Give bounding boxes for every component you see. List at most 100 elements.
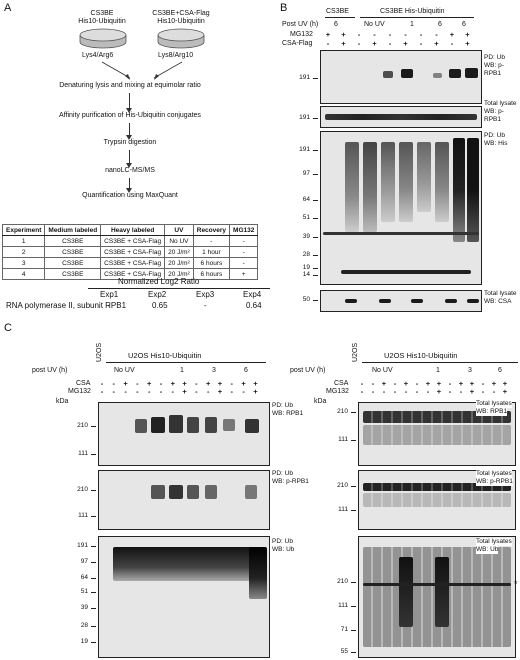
sign-plus: + (146, 379, 152, 388)
cell: CS3BE (44, 246, 102, 258)
c-left-uv-6: 6 (244, 367, 248, 374)
sign-minus: - (136, 379, 139, 388)
c-left-mg132: MG132 (68, 388, 91, 395)
sign-minus: - (448, 387, 452, 396)
b-blot2-title-1: Total lysate (484, 100, 517, 107)
ratio-col-exp3: Exp3 (196, 290, 215, 299)
sign-minus: - (230, 379, 234, 388)
c-left-blot3-title-2: WB: Ub (272, 546, 295, 553)
c-right-mw-55: 55 (322, 648, 356, 655)
b-row-mg132: MG132 (290, 31, 313, 38)
c-left-mw-111-a: 111 (62, 450, 96, 457)
step-lcms: nanoLC-MS/MS (105, 167, 155, 174)
sign-plus: + (465, 39, 470, 48)
c-left-blot1-title-1: PD: Ub (272, 402, 293, 409)
table-row: 2 CS3BE CS3BE + CSA-Flag 20 J/m² 1 hour … (1, 246, 259, 258)
b-blot1-title-1: PD: Ub (484, 54, 505, 61)
sign-minus: - (404, 30, 407, 39)
b-blot-pd-his (320, 131, 482, 285)
sign-plus: + (465, 30, 470, 39)
sign-minus: - (100, 379, 104, 388)
b-mw-39: 39 (284, 233, 318, 240)
th-mg132: MG132 (229, 224, 259, 236)
sign-plus: + (403, 379, 409, 388)
sign-minus: - (124, 387, 127, 396)
sign-plus: + (449, 30, 455, 39)
cell: - (229, 235, 259, 247)
sign-minus: - (371, 379, 375, 388)
c-right-uv-3: 3 (468, 367, 472, 374)
c-left-mw-97: 97 (62, 558, 96, 565)
c-left-kda: kDa (56, 398, 69, 405)
b-uv-0: 6 (334, 21, 338, 28)
c-right-uv-6: 6 (498, 367, 502, 374)
b-mw-51: 51 (284, 214, 318, 221)
cell: CS3BE + CSA-Flag (100, 235, 166, 247)
ratio-col-exp2: Exp2 (148, 290, 167, 299)
b-divider-right (360, 17, 474, 18)
cell: + (229, 268, 259, 280)
dish-right-line1: CS3BE+CSA-Flag (152, 10, 210, 17)
c-left-uv-noUV: No UV (114, 367, 135, 374)
c-left-his-divider (106, 362, 266, 363)
dish-right-line2: His10-Ubiquitin (157, 18, 205, 25)
c-right-blot3-title-1: Total lysates (476, 538, 512, 546)
sign-plus: + (325, 30, 331, 39)
ratio-value-exp4: 0.64 (246, 301, 262, 310)
c-right-mw-111-a: 111 (322, 436, 356, 443)
sign-minus: - (415, 379, 419, 388)
c-right-u2os: U2OS (352, 342, 359, 362)
b-uv-2: 1 (410, 21, 414, 28)
sign-plus: + (491, 379, 497, 388)
sign-minus: - (230, 387, 234, 396)
arrow-step3 (126, 150, 132, 168)
c-right-mg132: MG132 (326, 388, 349, 395)
b-mw-19: 19 (284, 264, 318, 271)
b-blot-total-prpb1 (320, 106, 482, 128)
label-lys4-arg6: Lys4/Arg6 (82, 52, 114, 59)
b-blot-total-csa (320, 290, 482, 312)
b-blot1-title-2: WB: p-RPB1 (484, 62, 504, 77)
sign-minus: - (426, 387, 430, 396)
c-right-blot-rpb1 (358, 402, 516, 466)
b-mw-14: 14 (284, 271, 318, 278)
c-right-blot2-title-2: WB: p-RPB1 (476, 478, 513, 486)
c-left-blot2-title-1: PD: Ub (272, 470, 293, 477)
dish-left-line1: CS3BE (90, 10, 114, 17)
cell: 4 (1, 268, 46, 280)
c-left-csa: CSA (76, 380, 91, 387)
sign-plus: + (341, 30, 346, 39)
sign-minus: - (373, 30, 376, 39)
sign-plus: + (403, 39, 408, 48)
table-row: 1 CS3BE CS3BE + CSA-Flag No UV - - (1, 235, 259, 247)
b-uv-1: No UV (364, 21, 385, 28)
b-mw-191-a: 191 (284, 74, 318, 81)
cell: CS3BE + CSA-Flag (100, 268, 166, 280)
sign-minus: - (195, 387, 198, 396)
c-left-uv-3: 3 (212, 367, 216, 374)
sign-plus: + (182, 379, 187, 388)
c-left-blot-prpb1 (98, 470, 270, 530)
sign-minus: - (448, 379, 452, 388)
sign-plus: + (341, 39, 346, 48)
c-left-blot1-title-2: WB: RPB1 (272, 410, 304, 417)
sign-minus: - (360, 387, 364, 396)
sign-minus: - (415, 387, 419, 396)
c-left-u2os: U2OS (96, 342, 103, 362)
c-left-uv-1: 1 (180, 367, 184, 374)
b-row-csa: CSA-Flag (282, 40, 313, 47)
c-right-csa: CSA (334, 380, 349, 387)
b-cell-his-ub: CS3BE His-Ubiquitin (380, 8, 445, 15)
cell: - (192, 235, 231, 247)
dish-left-line2: His10-Ubiquitin (78, 18, 126, 25)
b-mw-50: 50 (284, 296, 318, 303)
label-lys8-arg10: Lys8/Arg10 (158, 52, 194, 59)
b-row-post-uv: Post UV (h) (282, 21, 319, 28)
sign-minus: - (382, 387, 386, 396)
cell: CS3BE (44, 257, 102, 269)
c-right-blot2-title-1: Total lysates (476, 470, 512, 478)
sign-minus: - (159, 379, 163, 388)
c-right-mw-111-c: 111 (322, 602, 356, 609)
b-cell-cs3be: CS3BE (326, 8, 349, 15)
sign-minus: - (360, 379, 364, 388)
